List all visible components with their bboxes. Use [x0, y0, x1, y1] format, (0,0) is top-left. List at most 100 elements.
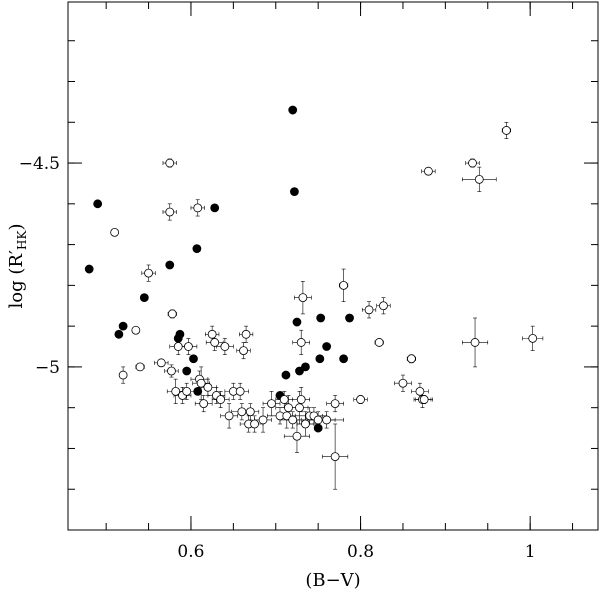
filled-circle-point	[93, 199, 103, 209]
y-axis-title-close: )	[6, 224, 27, 231]
filled-circle-point	[316, 313, 326, 323]
open-circle-point	[301, 419, 310, 429]
open-circle-point	[144, 268, 153, 278]
open-circle-point	[165, 158, 175, 168]
y-tick-label: −5	[35, 358, 60, 378]
x-tick-label: 0.8	[347, 542, 374, 562]
open-circle-point	[330, 452, 340, 462]
open-circle-point	[220, 342, 230, 351]
open-circle-point	[356, 395, 365, 404]
filled-circle-point	[139, 293, 149, 302]
filled-circle-point	[345, 313, 354, 323]
open-circle-point	[374, 338, 384, 347]
open-circle-point	[423, 166, 433, 176]
filled-circle-point	[165, 260, 175, 270]
data-points	[84, 105, 538, 462]
filled-circle-point	[322, 342, 332, 351]
filled-circle-point	[288, 105, 298, 115]
open-circle-point	[282, 411, 292, 421]
filled-circle-point	[339, 354, 349, 364]
plot-border	[67, 1, 599, 531]
open-circle-point	[364, 305, 374, 315]
open-circle-point	[167, 309, 177, 319]
plot-frame	[67, 1, 599, 531]
filled-circle-point	[295, 366, 304, 376]
filled-circle-point	[292, 317, 302, 327]
open-circle-point	[184, 342, 193, 351]
open-circle-point	[258, 415, 268, 425]
y-axis-title: log (R′HK)	[6, 224, 29, 309]
open-circle-point	[182, 386, 192, 396]
filled-circle-point	[182, 366, 192, 376]
open-circle-point	[237, 407, 247, 417]
open-circle-point	[292, 431, 302, 441]
open-circle-point	[279, 395, 289, 404]
open-circle-point	[131, 325, 141, 335]
open-circle-point	[313, 415, 323, 425]
filled-circle-point	[281, 370, 291, 380]
open-circle-point	[239, 346, 248, 356]
open-circle-point	[210, 338, 220, 347]
open-circle-point	[502, 126, 511, 135]
open-circle-point	[203, 382, 213, 392]
open-circle-point	[339, 280, 349, 290]
filled-circle-point	[315, 354, 325, 364]
open-circle-point	[415, 386, 425, 396]
open-circle-point	[322, 415, 332, 425]
filled-circle-point	[193, 386, 203, 396]
y-axis-title-subscript: HK	[15, 230, 29, 250]
open-circle-point	[235, 386, 245, 396]
open-circle-point	[379, 301, 388, 311]
open-circle-point	[165, 207, 175, 217]
filled-circle-point	[313, 423, 323, 433]
x-tick-label: 0.6	[177, 542, 204, 562]
filled-circle-point	[189, 354, 198, 364]
filled-circle-point	[210, 203, 220, 213]
open-circle-point	[528, 333, 538, 343]
open-circle-point	[470, 338, 480, 347]
tick-labels: 0.6 0.8 1 −4.5 −5	[19, 154, 536, 562]
filled-circle-point	[290, 187, 299, 196]
open-circle-point	[298, 293, 308, 302]
open-circle-point	[474, 174, 484, 184]
filled-circle-point	[192, 244, 202, 254]
open-circle-point	[288, 415, 298, 425]
open-circle-point	[245, 407, 255, 417]
open-circle-point	[419, 395, 429, 404]
open-circle-point	[224, 411, 234, 421]
filled-circle-point	[84, 264, 94, 274]
open-circle-point	[398, 378, 408, 388]
open-circle-point	[407, 354, 416, 364]
filled-circle-point	[114, 329, 124, 339]
open-circle-point	[296, 338, 306, 347]
open-circle-point	[207, 329, 217, 339]
filled-circle-point	[118, 321, 128, 331]
open-circle-point	[284, 403, 293, 413]
open-circle-point	[468, 158, 477, 168]
open-circle-point	[199, 399, 209, 409]
open-circle-point	[118, 370, 128, 380]
open-circle-point	[171, 386, 181, 396]
open-circle-point	[196, 378, 206, 388]
open-circle-point	[296, 395, 306, 404]
x-axis-title: (B−V)	[305, 570, 360, 591]
open-circle-point	[156, 358, 166, 368]
open-circle-point	[167, 366, 176, 376]
open-circle-point	[250, 419, 259, 429]
open-circle-point	[193, 203, 203, 213]
open-circle-point	[173, 342, 183, 351]
open-circle-point	[241, 329, 251, 339]
filled-circle-point	[301, 362, 310, 372]
x-tick-label: 1	[525, 542, 536, 562]
open-circle-point	[330, 399, 340, 409]
axis-ticks	[68, 2, 598, 531]
y-tick-label: −4.5	[19, 154, 60, 174]
y-axis-title-main: log (R′	[6, 250, 27, 309]
open-circle-point	[110, 227, 120, 237]
open-circle-point	[216, 395, 226, 404]
filled-circle-point	[175, 329, 185, 339]
open-circle-point	[295, 403, 304, 413]
open-circle-point	[267, 399, 276, 409]
open-circle-point	[135, 362, 145, 372]
